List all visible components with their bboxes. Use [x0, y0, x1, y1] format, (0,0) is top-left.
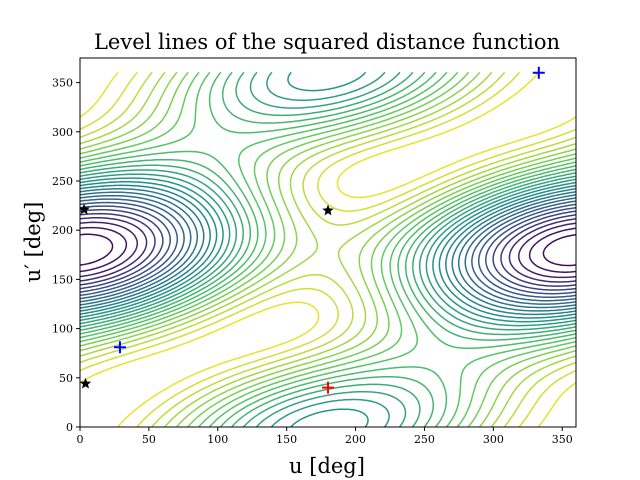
contour-line [80, 72, 576, 427]
contour-line [80, 198, 576, 302]
y-tick-label: 150 [52, 273, 73, 286]
contour-line [80, 72, 576, 427]
y-tick-label: 200 [52, 224, 73, 237]
x-axis-label: u [deg] [289, 454, 365, 478]
x-tick-label: 250 [414, 433, 435, 446]
plot-frame [79, 57, 577, 428]
plus-marker [113, 341, 126, 354]
contour-line [80, 72, 576, 427]
contour-line [80, 72, 576, 427]
y-axis-ticks: 0 50 100 150 200 250 300 350 [52, 77, 80, 434]
x-tick-label: 350 [552, 433, 573, 446]
contour-line [80, 191, 576, 309]
contour-line [80, 226, 576, 273]
y-tick-label: 350 [52, 77, 73, 90]
contour-line [80, 217, 576, 283]
plus-marker [322, 381, 334, 394]
contour-line [80, 212, 576, 287]
y-tick-label: 100 [52, 323, 73, 336]
y-tick-label: 300 [52, 126, 73, 139]
star-marker [80, 203, 90, 215]
contour-lines [80, 72, 576, 427]
contour-line [80, 184, 576, 316]
x-axis-ticks: 0 50 100 150 200 250 300 350 [77, 427, 573, 446]
y-axis-label: u′ [deg] [21, 202, 45, 283]
plus-marker [532, 66, 545, 79]
contour-line [80, 72, 576, 427]
x-tick-label: 150 [276, 433, 297, 446]
contour-line [80, 72, 576, 427]
contour-line [80, 194, 576, 305]
contour-line [80, 72, 576, 427]
star-marker [322, 204, 334, 216]
y-tick-label: 50 [59, 372, 73, 385]
star-marker [80, 377, 92, 389]
markers [80, 66, 545, 394]
chart-title: Level lines of the squared distance func… [94, 30, 560, 54]
x-tick-label: 200 [345, 433, 366, 446]
y-tick-label: 0 [66, 421, 73, 434]
contour-line [80, 221, 576, 279]
contour-line [80, 233, 576, 267]
contour-line [80, 72, 576, 427]
contour-line [80, 72, 576, 427]
contour-line [80, 201, 576, 298]
x-tick-label: 100 [207, 433, 228, 446]
contour-line [80, 181, 576, 319]
x-tick-label: 50 [142, 433, 156, 446]
contour-line [80, 205, 576, 295]
contour-line [80, 72, 576, 427]
y-tick-label: 250 [52, 175, 73, 188]
contour-line [80, 72, 576, 427]
x-tick-label: 300 [483, 433, 504, 446]
contour-line [80, 188, 576, 312]
x-tick-label: 0 [77, 433, 84, 446]
